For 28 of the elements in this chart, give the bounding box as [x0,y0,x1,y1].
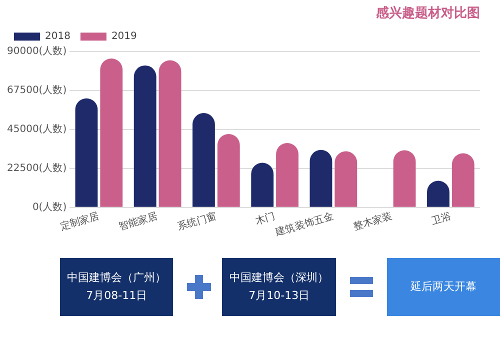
bar [452,153,474,207]
x-tick-label: 智能家居 [117,210,160,233]
bar [100,58,123,207]
bar [251,162,274,207]
bar [334,151,358,207]
bar [217,134,240,207]
bar [75,98,98,207]
chart-title: 感兴趣题材对比图 [375,5,480,22]
y-tick-label: 22500(人数) [6,163,67,174]
y-tick-label: 45000(人数) [6,124,67,136]
legend-label: 2019 [111,31,137,42]
text: 中国建博会（广州） 7月08-11日 [60,258,174,316]
x-tick-label: 卫浴 [430,210,452,228]
legend-label: 2018 [45,31,70,42]
y-tick-label: 0(人数) [32,202,67,213]
y-tick-label: 90000(人数) [6,46,67,58]
x-tick-label: 整木家装 [352,210,394,233]
text: 延后两天开幕 [386,258,500,316]
y-tick-label: 67500(人数) [6,85,67,96]
bar [192,113,215,207]
text: 中国建博会（深圳） 7月10-13日 [222,258,336,316]
bar [276,143,298,207]
bar [393,150,416,207]
x-tick-label: 定制家居 [58,210,101,233]
bar [158,60,182,207]
bar [310,150,332,207]
x-tick-label: 系统门窗 [176,210,218,233]
bar [134,65,156,207]
